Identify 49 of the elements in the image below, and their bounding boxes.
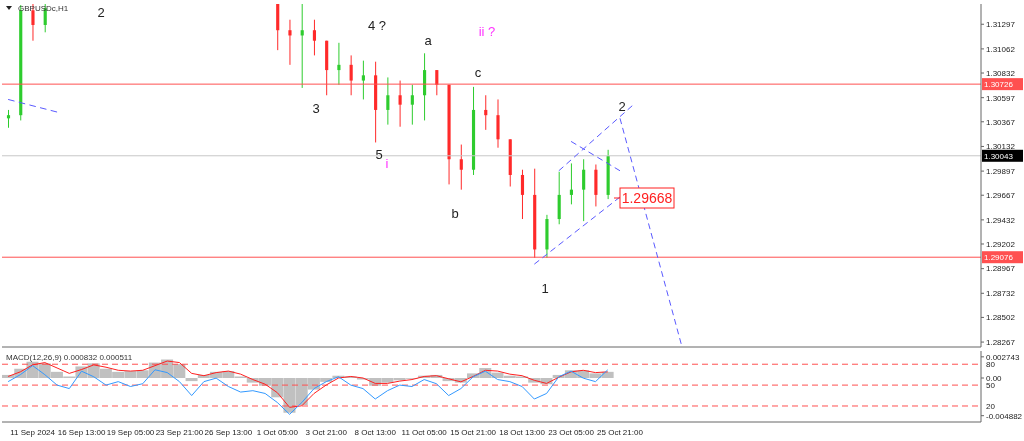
annotation: c [474,65,482,80]
y2-tick-label: 80 [986,360,996,370]
x-tick-label: 26 Sep 13:00 [204,428,253,437]
x-tick-label: 11 Sep 2024 [10,428,56,437]
chart-title: MACD(12,26,9) 0.000832 0.000511 [6,353,133,362]
annotation: 3 [312,101,320,116]
annotation: 2 [97,5,105,20]
x-tick-label: 3 Oct 21:00 [305,428,348,437]
annotation: i [385,156,389,171]
x-tick-label: 1 Oct 05:00 [256,428,299,437]
annotation: 1.29668 [621,190,673,206]
y-tick-label: 1.30832 [986,68,1016,78]
y-tick-label: 1.28502 [986,313,1016,323]
y-tick-label: 0.00 [986,373,1003,383]
annotation: 2 [618,99,626,114]
x-tick-label: 23 Oct 05:00 [548,428,595,437]
y2-tick-label: 20 [986,401,996,411]
x-tick-label: 18 Oct 13:00 [499,428,546,437]
x-tick-label: 15 Oct 21:00 [450,428,497,437]
x-tick-label: 19 Sep 05:00 [106,428,155,437]
y-tick-label: 1.30597 [986,93,1016,103]
x-tick-label: 23 Sep 21:00 [155,428,204,437]
y-tick-label: 1.29897 [986,166,1016,176]
y-tick-label: 1.29667 [986,191,1016,201]
ref-line-label: 1.30726 [984,80,1014,90]
annotation: 4 ? [367,18,387,33]
annotation: ii ? [478,24,496,39]
y-tick-label: -0.004882 [986,411,1023,421]
y-tick-label: 1.31297 [986,20,1016,30]
y-tick-label: 1.29202 [986,239,1016,249]
annotation: 1 [541,281,549,296]
y2-tick-label: 50 [986,381,996,391]
y-tick-label: 1.30132 [986,142,1016,152]
y-tick-label: 1.30367 [986,117,1016,127]
x-tick-label: 11 Oct 05:00 [401,428,448,437]
ref-line-label: 1.30043 [984,151,1014,161]
ref-line-label: 1.29076 [984,253,1014,263]
y-tick-label: 1.29432 [986,215,1016,225]
annotation: 5 [375,147,383,162]
y-tick-label: 0.002743 [986,352,1020,362]
x-tick-label: 16 Sep 13:00 [57,428,106,437]
annotation: b [451,206,459,221]
y-tick-label: 1.28267 [986,337,1016,347]
x-tick-label: 8 Oct 13:00 [354,428,397,437]
x-tick-label: 25 Oct 21:00 [597,428,644,437]
y-tick-label: 1.28967 [986,264,1016,274]
y-tick-label: 1.31062 [986,44,1016,54]
y-tick-label: 1.28732 [986,289,1016,299]
annotation: a [424,33,433,48]
